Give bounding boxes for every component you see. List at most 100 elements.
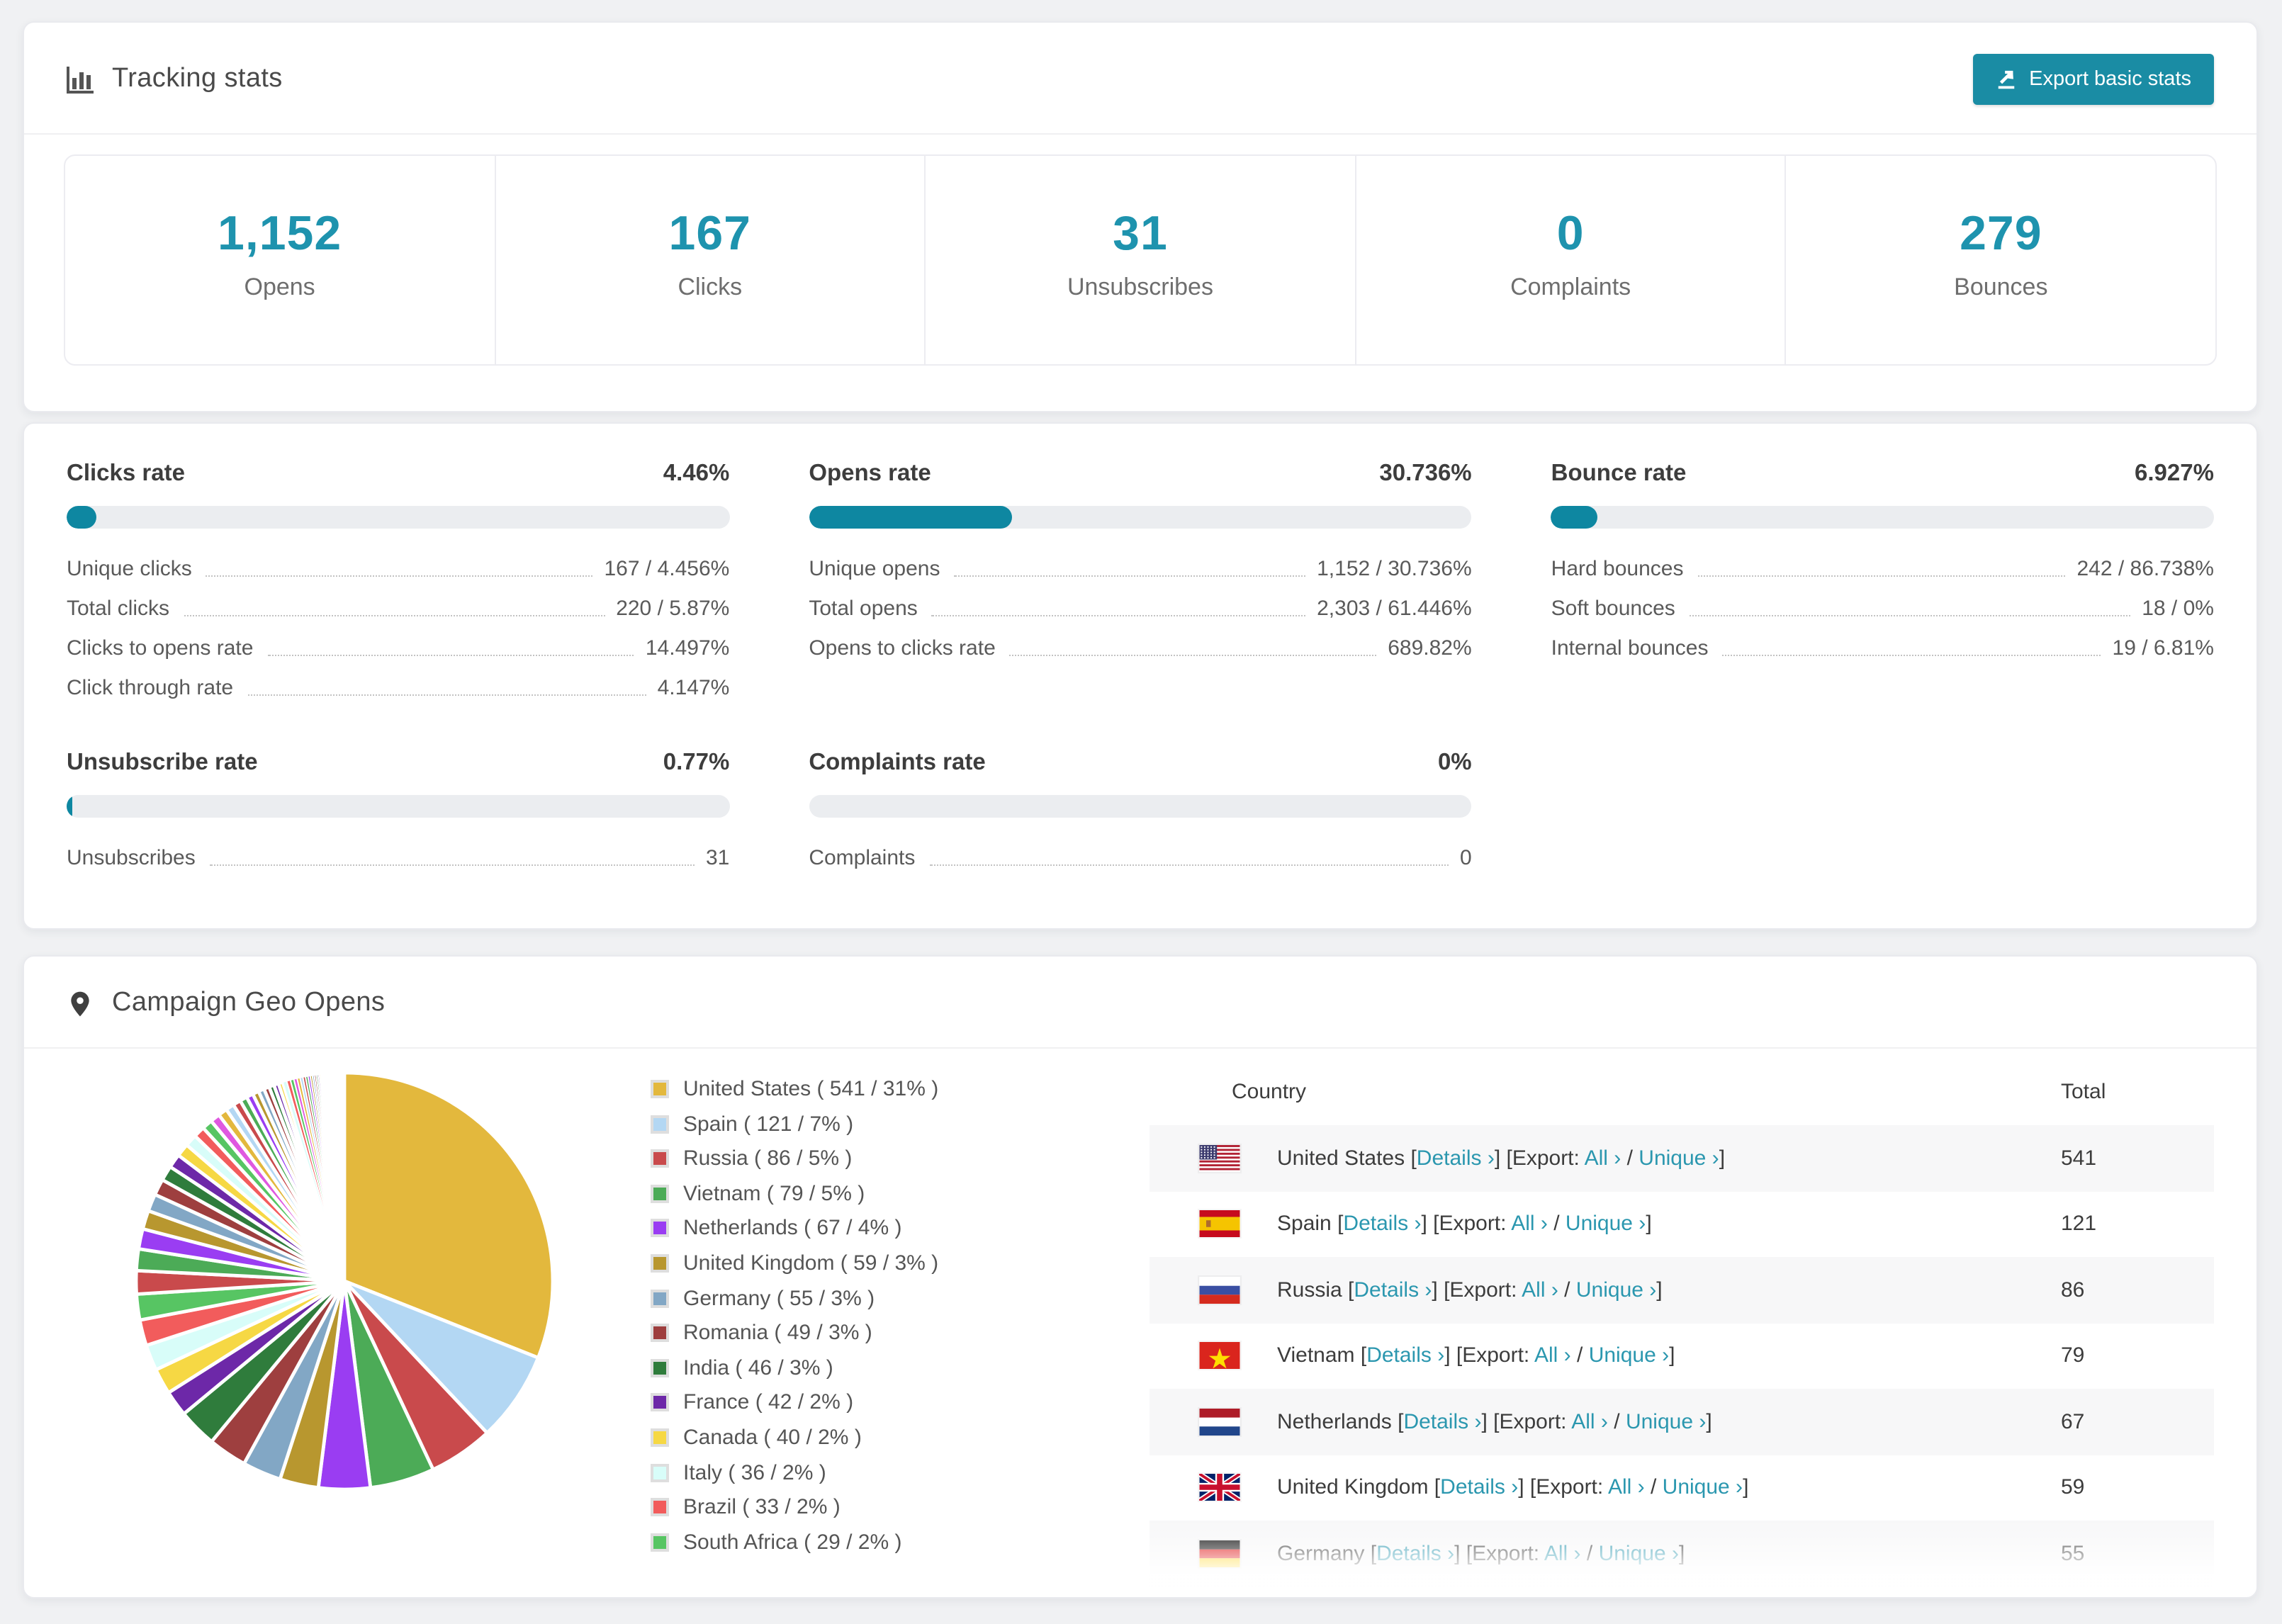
- geo-title: Campaign Geo Opens: [112, 988, 386, 1017]
- stat-cell-unsubscribes: 31 Unsubscribes: [924, 156, 1354, 364]
- flag-icon-de: [1199, 1540, 1240, 1567]
- rate-rows: Unsubscribes 31: [67, 846, 730, 870]
- stat-label: Clicks: [678, 274, 743, 300]
- legend-label: Germany ( 55 / 3% ): [683, 1286, 875, 1311]
- legend-color-swatch: [651, 1393, 669, 1412]
- rate-block-unsubscribe-rate: Unsubscribe rate 0.77% Unsubscribes 31: [67, 750, 730, 870]
- export-unique-link[interactable]: Unique ›: [1662, 1475, 1743, 1500]
- details-link[interactable]: Details ›: [1354, 1278, 1432, 1302]
- export-all-link[interactable]: All ›: [1607, 1475, 1645, 1500]
- link-separator: /: [1607, 1409, 1626, 1434]
- dotted-leader: [247, 694, 646, 696]
- rate-progress-fill: [1551, 506, 1597, 529]
- pie-slice-spain[interactable]: [343, 1279, 541, 1436]
- geo-table-header-row: Country Total: [1150, 1057, 2214, 1125]
- details-link[interactable]: Details ›: [1343, 1212, 1422, 1236]
- geo-legend: United States ( 541 / 31% ) Spain ( 121 /…: [651, 1057, 1150, 1593]
- legend-color-swatch: [651, 1498, 669, 1517]
- geo-row-total: 121: [2061, 1212, 2097, 1236]
- rate-row-value: 167 / 4.456%: [604, 557, 730, 581]
- export-basic-stats-button[interactable]: Export basic stats: [1972, 54, 2214, 105]
- bracket-close: ]: [1706, 1409, 1712, 1434]
- export-all-link[interactable]: All ›: [1534, 1343, 1571, 1368]
- export-button-label: Export basic stats: [2029, 68, 2191, 91]
- rate-value: 30.736%: [1379, 461, 1472, 486]
- rate-head: Complaints rate 0%: [809, 750, 1471, 777]
- campaign-geo-opens-card: Campaign Geo Opens United States ( 541 /…: [23, 955, 2258, 1598]
- export-all-link[interactable]: All ›: [1522, 1278, 1558, 1302]
- legend-label: Brazil ( 33 / 2% ): [683, 1495, 841, 1520]
- pie-slice-united-states[interactable]: [342, 1071, 555, 1360]
- legend-color-swatch: [651, 1358, 669, 1377]
- bracket-close: ]: [1678, 1541, 1685, 1566]
- rate-row-label: Internal bounces: [1551, 636, 1709, 660]
- legend-label: Romania ( 49 / 3% ): [683, 1321, 872, 1346]
- rate-row-value: 31: [705, 846, 730, 870]
- export-all-link[interactable]: All ›: [1584, 1146, 1621, 1171]
- dotted-leader: [1689, 615, 2131, 616]
- geo-pie-chart: [67, 1057, 651, 1593]
- stat-value: 0: [1556, 207, 1585, 261]
- dotted-leader: [209, 864, 695, 866]
- geo-table-container: Country Total United States [Details ›] …: [1150, 1057, 2214, 1593]
- details-link[interactable]: Details ›: [1403, 1409, 1482, 1434]
- geo-row-total: 79: [2061, 1343, 2085, 1368]
- export-unique-link[interactable]: Unique ›: [1565, 1212, 1646, 1236]
- details-link[interactable]: Details ›: [1440, 1475, 1519, 1500]
- export-prefix: ] [Export:: [1481, 1409, 1572, 1434]
- legend-color-swatch: [651, 1289, 669, 1308]
- rate-block-opens-rate: Opens rate 30.736% Unique opens 1,152 / 30.…: [809, 461, 1472, 699]
- country-column-header: Country: [1232, 1079, 1307, 1103]
- stat-label: Unsubscribes: [1067, 274, 1213, 300]
- bar-chart-icon: [67, 65, 95, 94]
- flag-icon-vn: [1199, 1342, 1240, 1370]
- export-unique-link[interactable]: Unique ›: [1588, 1343, 1670, 1368]
- stat-value: 1,152: [218, 207, 342, 261]
- legend-label: Russia ( 86 / 5% ): [683, 1146, 853, 1171]
- rate-title: Unsubscribe rate: [67, 750, 258, 775]
- rate-head: Opens rate 30.736%: [809, 461, 1471, 487]
- country-name: Netherlands [: [1277, 1409, 1404, 1434]
- country-name: Germany [: [1277, 1541, 1377, 1566]
- rate-row-value: 14.497%: [645, 636, 730, 660]
- country-name: Russia [: [1277, 1278, 1354, 1302]
- details-link[interactable]: Details ›: [1366, 1343, 1445, 1368]
- dotted-leader: [184, 615, 605, 616]
- details-link[interactable]: Details ›: [1416, 1146, 1495, 1171]
- geo-row-text: Germany [Details ›] [Export: All › / Uni…: [1277, 1542, 1685, 1566]
- export-all-link[interactable]: All ›: [1571, 1409, 1608, 1434]
- rate-title: Bounce rate: [1551, 461, 1687, 486]
- rate-row-value: 19 / 6.81%: [2112, 636, 2214, 660]
- legend-item-romania: Romania ( 49 / 3% ): [651, 1321, 1150, 1345]
- rate-block-clicks-rate: Clicks rate 4.46% Unique clicks 167 / 4.456…: [67, 461, 730, 699]
- stat-value: 31: [1113, 207, 1168, 261]
- geo-row-text: Netherlands [Details ›] [Export: All › /…: [1277, 1410, 1712, 1434]
- rate-progress-bar: [1551, 506, 2214, 529]
- export-unique-link[interactable]: Unique ›: [1625, 1409, 1707, 1434]
- rate-row-value: 220 / 5.87%: [616, 597, 730, 621]
- country-name: Spain [: [1277, 1212, 1344, 1236]
- export-all-link[interactable]: All ›: [1511, 1212, 1548, 1236]
- rate-row: Click through rate 4.147%: [67, 677, 729, 699]
- stat-value: 279: [1960, 207, 2042, 261]
- geo-table-row-de: Germany [Details ›] [Export: All › / Uni…: [1150, 1521, 2214, 1586]
- export-unique-link[interactable]: Unique ›: [1598, 1541, 1679, 1566]
- rate-head: Bounce rate 6.927%: [1551, 461, 2214, 487]
- export-unique-link[interactable]: Unique ›: [1575, 1278, 1657, 1302]
- legend-item-italy: Italy ( 36 / 2% ): [651, 1460, 1150, 1484]
- rate-row-label: Unique opens: [809, 557, 940, 581]
- details-link[interactable]: Details ›: [1376, 1541, 1455, 1566]
- geo-row-total: 55: [2061, 1541, 2085, 1566]
- rate-row: Hard bounces 242 / 86.738%: [1551, 558, 2214, 580]
- rate-value: 0.77%: [663, 750, 730, 775]
- legend-item-netherlands: Netherlands ( 67 / 4% ): [651, 1217, 1150, 1241]
- pie-slice-other[interactable]: [332, 1072, 345, 1282]
- export-unique-link[interactable]: Unique ›: [1639, 1146, 1719, 1171]
- rate-progress-bar: [809, 795, 1472, 818]
- export-all-link[interactable]: All ›: [1544, 1541, 1581, 1566]
- rate-progress-fill: [809, 506, 1013, 529]
- rate-row: Unique clicks 167 / 4.456%: [67, 557, 730, 581]
- geo-row-main: Netherlands [Details ›] [Export: All › /…: [1150, 1408, 2061, 1436]
- geo-header: Campaign Geo Opens: [24, 957, 2256, 1049]
- rate-value: 0%: [1437, 750, 1472, 775]
